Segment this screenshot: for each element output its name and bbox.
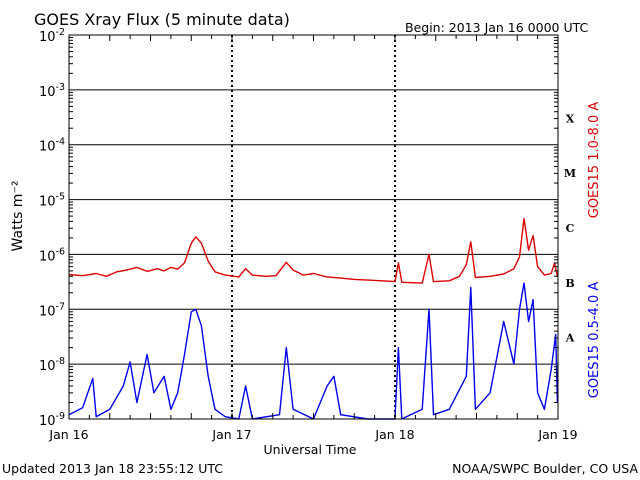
- series-line-1: [68, 217, 559, 284]
- y-tick-label: 10-8: [39, 356, 65, 374]
- y-axis-label: Watts m⁻²: [10, 181, 26, 252]
- x-tick-label: Jan 17: [211, 427, 251, 442]
- y-tick-label: 10-2: [39, 27, 65, 45]
- y-tick-label: 10-9: [39, 411, 65, 429]
- credit-label: NOAA/SWPC Boulder, CO USA: [452, 461, 638, 476]
- y-tick-label: 10-7: [39, 301, 65, 319]
- x-axis-label: Universal Time: [264, 442, 357, 457]
- flare-class-label: A: [565, 332, 575, 345]
- y-tick-label: 10-6: [39, 246, 65, 264]
- flare-class-label: X: [566, 112, 575, 125]
- flare-class-label: M: [564, 167, 576, 180]
- begin-label: Begin: 2013 Jan 16 0000 UTC: [405, 20, 589, 35]
- x-tick-label: Jan 16: [48, 427, 88, 442]
- updated-label: Updated 2013 Jan 18 23:55:12 UTC: [2, 461, 223, 476]
- flare-class-label: C: [566, 222, 575, 235]
- flare-class-label: B: [565, 277, 574, 290]
- legend-series-2: GOES15 0.5-4.0 A: [587, 282, 602, 399]
- y-tick-label: 10-4: [39, 137, 65, 155]
- chart-title: GOES Xray Flux (5 minute data): [34, 10, 290, 29]
- x-tick-label: Jan 19: [537, 427, 577, 442]
- x-tick-label: Jan 18: [374, 427, 414, 442]
- y-tick-label: 10-5: [39, 192, 65, 210]
- y-tick-label: 10-3: [39, 82, 65, 100]
- legend-series-1: GOES15 1.0-8.0 A: [587, 102, 602, 219]
